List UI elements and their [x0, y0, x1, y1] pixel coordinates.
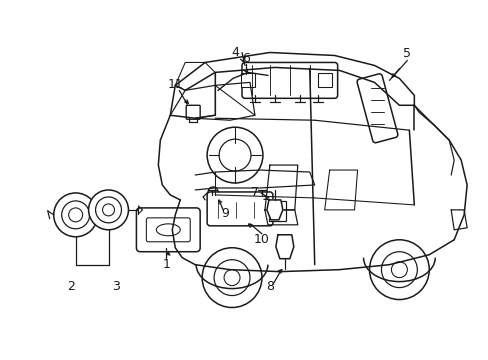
- Circle shape: [54, 193, 98, 237]
- Text: 11: 11: [167, 78, 183, 91]
- Polygon shape: [275, 235, 293, 259]
- Text: 9: 9: [221, 207, 228, 220]
- Text: 1: 1: [162, 258, 170, 271]
- Text: 2: 2: [66, 280, 75, 293]
- Text: 4: 4: [231, 46, 239, 59]
- FancyBboxPatch shape: [241, 73, 254, 87]
- Circle shape: [208, 187, 218, 197]
- FancyBboxPatch shape: [268, 201, 285, 221]
- FancyBboxPatch shape: [356, 74, 397, 143]
- FancyBboxPatch shape: [242, 62, 337, 98]
- Text: 6: 6: [242, 52, 249, 65]
- FancyBboxPatch shape: [186, 105, 200, 119]
- FancyBboxPatch shape: [136, 208, 200, 252]
- Circle shape: [88, 190, 128, 230]
- Text: 8: 8: [265, 280, 273, 293]
- Text: 5: 5: [403, 47, 410, 60]
- Text: 3: 3: [112, 280, 120, 293]
- Polygon shape: [266, 200, 282, 220]
- FancyBboxPatch shape: [207, 192, 272, 226]
- Text: 10: 10: [253, 233, 269, 246]
- FancyBboxPatch shape: [317, 73, 331, 87]
- Text: 7: 7: [250, 186, 259, 199]
